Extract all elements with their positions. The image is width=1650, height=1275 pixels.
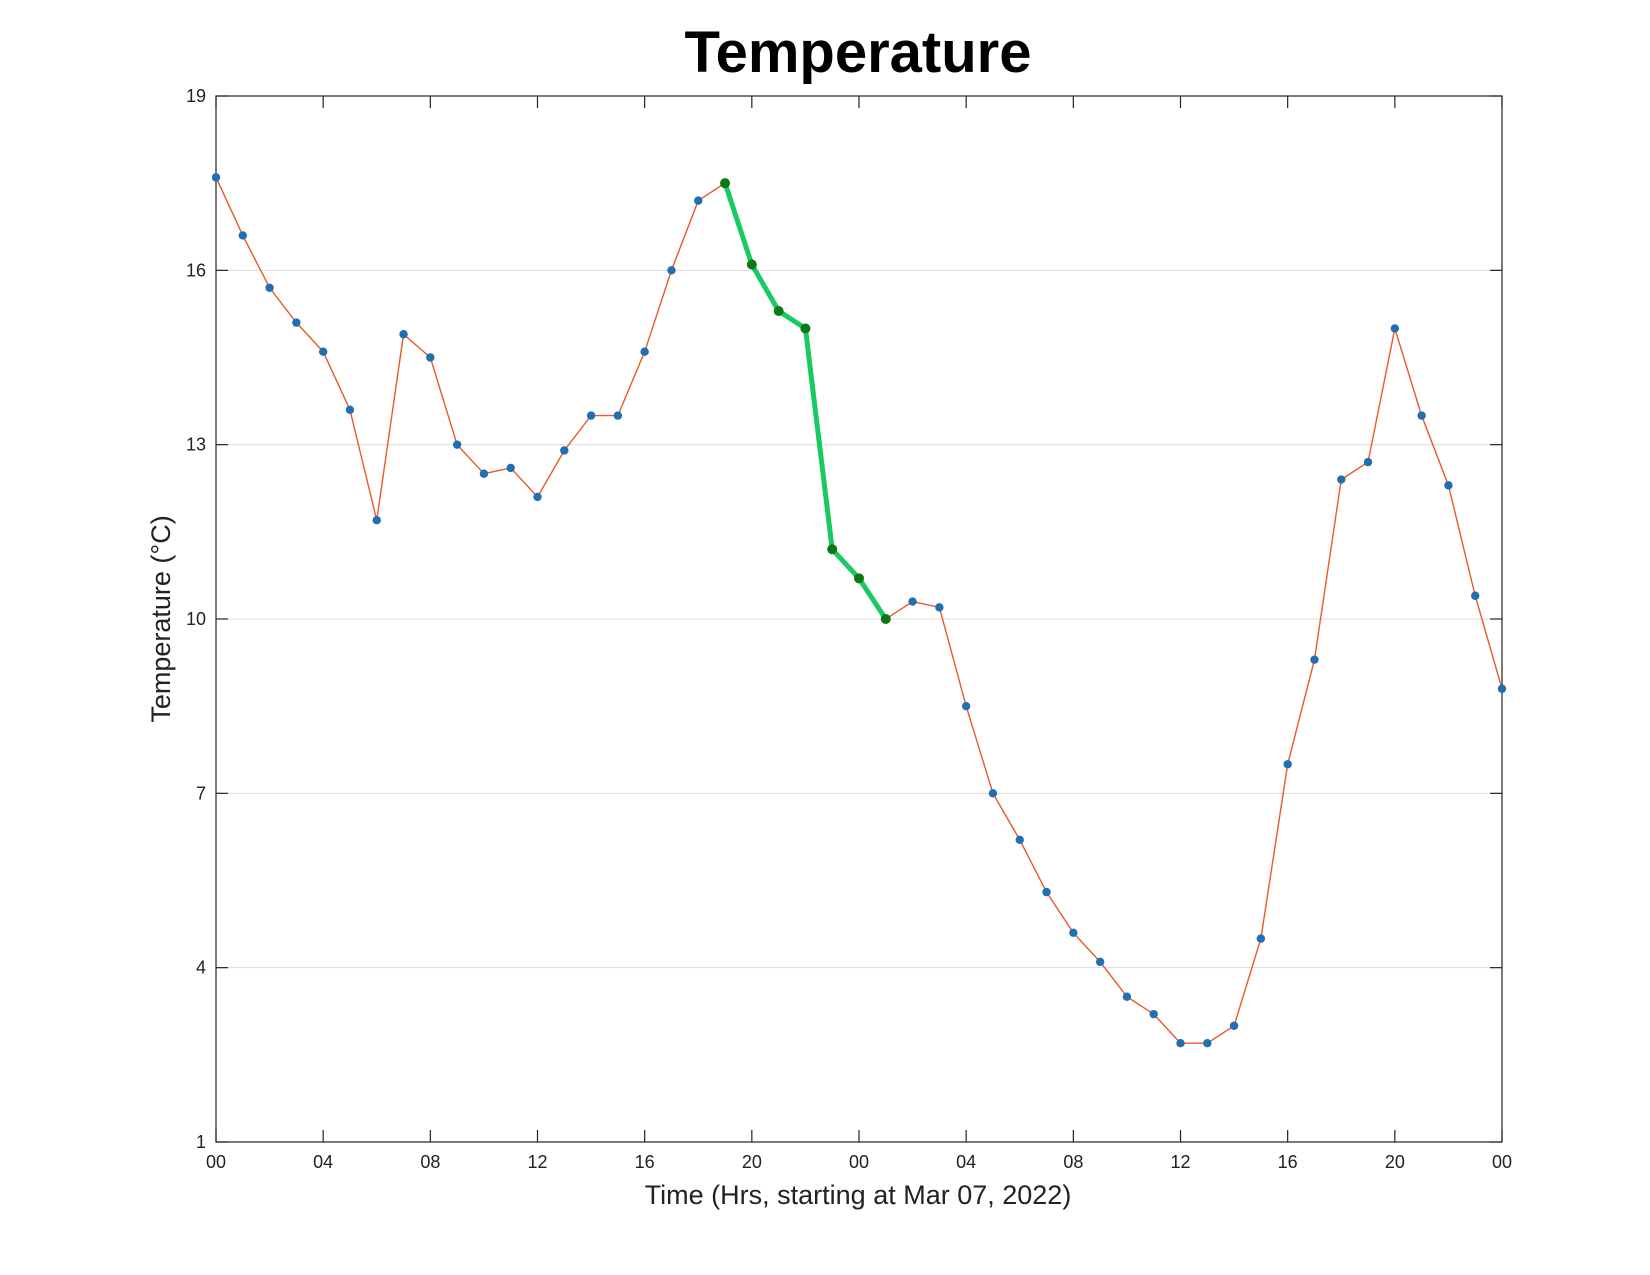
data-point [613, 411, 623, 420]
y-tick-label: 19 [186, 86, 206, 106]
y-tick-labels: 1 4 7 10 13 16 19 [186, 86, 206, 1152]
data-point [506, 463, 515, 473]
data-point [1310, 655, 1319, 664]
highlight-point [773, 306, 784, 317]
data-point [426, 353, 435, 362]
highlight-point [720, 178, 731, 189]
data-point [1069, 928, 1078, 937]
y-axis-label: Temperature (°C) [146, 515, 176, 722]
data-point [1471, 591, 1480, 600]
x-tick-label: 04 [956, 1152, 976, 1172]
data-point [345, 405, 355, 414]
y-tick-label: 1 [196, 1132, 206, 1152]
series-line [215, 177, 1503, 1044]
highlight-point [854, 573, 864, 584]
data-point [961, 701, 971, 711]
x-tick-label: 08 [420, 1152, 440, 1172]
highlight-point [880, 614, 891, 624]
data-point [318, 347, 328, 356]
data-point [640, 347, 649, 356]
x-tick-label: 16 [1278, 1152, 1298, 1172]
data-point [1042, 887, 1051, 897]
data-point [988, 789, 998, 798]
x-tick-label: 00 [206, 1152, 226, 1172]
x-tick-label: 00 [849, 1152, 869, 1172]
data-point [1149, 1009, 1158, 1019]
x-tick-label: 12 [527, 1152, 547, 1172]
data-point [1390, 324, 1400, 333]
x-axis-label: Time (Hrs, starting at Mar 07, 2022) [645, 1180, 1072, 1210]
data-point [399, 330, 408, 339]
data-point [372, 516, 381, 525]
highlight-segment [722, 182, 888, 621]
data-point [211, 173, 221, 182]
data-point [1229, 1021, 1239, 1030]
data-point [238, 231, 247, 240]
data-point [265, 283, 274, 292]
y-tick-label: 13 [186, 435, 206, 455]
x-tick-label: 20 [742, 1152, 762, 1172]
chart-title: Temperature [684, 20, 1031, 85]
data-point [1283, 760, 1292, 769]
x-tick-label: 12 [1170, 1152, 1190, 1172]
data-point [1095, 957, 1105, 967]
plot-frame [215, 95, 1503, 1143]
x-tick-label: 20 [1385, 1152, 1405, 1172]
data-point [908, 597, 917, 606]
x-tick-label: 08 [1063, 1152, 1083, 1172]
x-tick-label: 16 [635, 1152, 655, 1172]
data-point [452, 440, 462, 449]
data-point [479, 469, 489, 478]
y-tick-label: 16 [186, 260, 206, 280]
data-point [1203, 1039, 1212, 1048]
x-tick-label: 04 [313, 1152, 333, 1172]
data-point [1176, 1039, 1185, 1048]
highlight-point [827, 544, 838, 555]
data-point [1363, 457, 1373, 467]
y-tick-label: 10 [186, 609, 206, 629]
gridlines [216, 269, 1502, 969]
data-point [1497, 684, 1507, 693]
y-tick-label: 7 [196, 783, 206, 803]
y-tick-label: 4 [196, 958, 206, 978]
data-point [560, 446, 569, 455]
data-point [1015, 835, 1024, 845]
data-markers [211, 173, 1507, 1048]
data-point [1122, 992, 1132, 1001]
x-tick-labels: 00 04 08 12 16 20 00 04 08 12 16 20 00 [206, 1152, 1512, 1172]
data-point [1444, 481, 1453, 490]
data-point [694, 196, 703, 205]
data-point [292, 318, 301, 327]
data-point [586, 411, 596, 420]
data-point [935, 603, 944, 612]
highlight-point [746, 259, 757, 270]
x-tick-label: 00 [1492, 1152, 1512, 1172]
data-point [667, 266, 676, 275]
data-point [1256, 934, 1266, 943]
data-point [1417, 411, 1426, 420]
series-lines [215, 177, 1503, 1044]
data-point [1337, 475, 1346, 484]
data-point [533, 492, 542, 502]
highlight-point [800, 323, 811, 334]
